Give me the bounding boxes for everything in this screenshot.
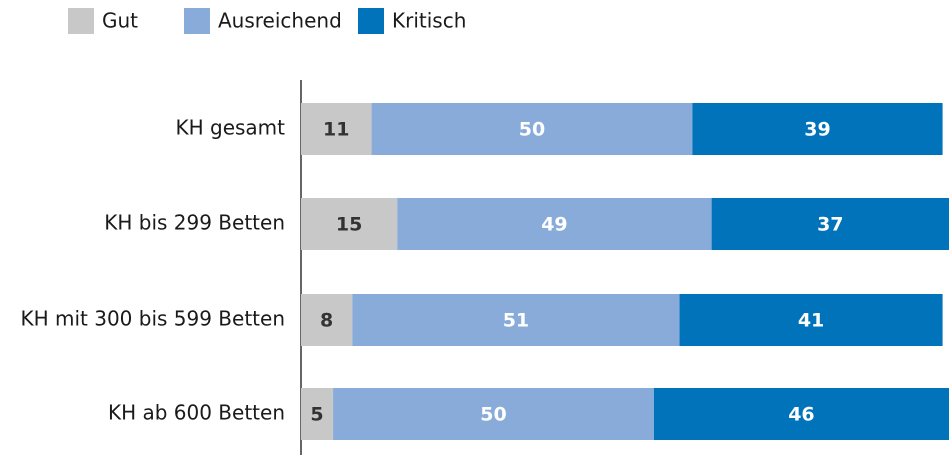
bar-segment	[301, 198, 398, 250]
value-label: 46	[788, 404, 814, 426]
value-label: 49	[541, 214, 567, 236]
bar-segment	[371, 103, 693, 155]
bar-segment	[301, 294, 353, 346]
bar-segment	[301, 388, 334, 440]
legend-label: Ausreichend	[218, 9, 342, 33]
bar-segment	[711, 198, 949, 250]
bar-segment	[692, 103, 943, 155]
value-label: 11	[323, 119, 349, 141]
bar-segment	[352, 294, 680, 346]
legend-label: Gut	[102, 9, 138, 33]
legend-swatch	[184, 8, 210, 34]
bar-segment	[679, 294, 943, 346]
value-label: 37	[817, 214, 843, 236]
value-label: 51	[503, 310, 529, 332]
value-label: 15	[336, 214, 362, 236]
legend-label: Kritisch	[392, 9, 466, 33]
category-label: KH ab 600 Betten	[108, 401, 285, 425]
value-label: 8	[320, 310, 333, 332]
bar-segment	[653, 388, 949, 440]
legend-swatch	[68, 8, 94, 34]
bar-segment	[301, 103, 372, 155]
value-label: 41	[798, 310, 824, 332]
category-label: KH gesamt	[175, 116, 285, 140]
value-label: 50	[480, 404, 506, 426]
bar-segment	[397, 198, 712, 250]
value-label: 39	[804, 119, 830, 141]
bar-segment	[333, 388, 654, 440]
value-label: 5	[310, 404, 323, 426]
value-label: 50	[519, 119, 545, 141]
legend-swatch	[358, 8, 384, 34]
category-label: KH bis 299 Betten	[104, 211, 285, 235]
category-label: KH mit 300 bis 599 Betten	[20, 307, 285, 331]
